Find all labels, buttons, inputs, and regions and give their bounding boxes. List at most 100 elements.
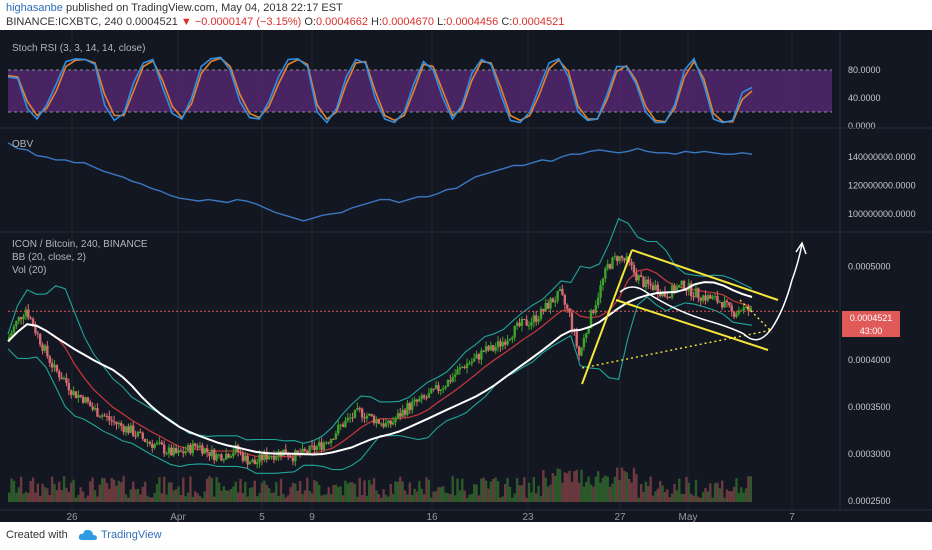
candle-body [48, 356, 51, 363]
candle-body [72, 391, 75, 395]
volume-bar [232, 486, 235, 502]
candle-body [162, 444, 166, 454]
close-label: C: [501, 16, 513, 28]
candle-body [131, 425, 135, 436]
tradingview-brand-link[interactable]: TradingView [101, 529, 162, 541]
candle-body [179, 450, 183, 452]
volume-bar [213, 496, 216, 502]
stoch-rsi-pane[interactable]: Stoch RSI (3, 3, 14, 14, close) 80.0000 4… [7, 43, 881, 131]
volume-bar [556, 468, 559, 502]
volume-bar [7, 492, 11, 502]
candle-body [196, 446, 199, 448]
volume-bar [179, 494, 183, 502]
candle-body [141, 432, 144, 439]
tradingview-cloud-icon[interactable] [78, 528, 98, 542]
candle-body [453, 374, 457, 377]
candle-body [275, 456, 278, 460]
volume-bar [608, 486, 612, 502]
candle-body [53, 364, 56, 368]
volume-bar [749, 476, 753, 502]
candle-body [563, 295, 567, 305]
candle-body [134, 435, 137, 437]
volume-bar [551, 473, 555, 502]
volume-bar [453, 495, 457, 502]
candle-body [234, 445, 237, 453]
volume-bar [177, 486, 180, 502]
volume-bar [444, 492, 447, 502]
candle-body [735, 313, 738, 317]
candle-body [34, 326, 37, 334]
candle-body [527, 325, 531, 327]
volume-bar [41, 483, 44, 502]
volume-bar [356, 496, 359, 502]
volume-bar [303, 490, 307, 502]
candle-body [74, 391, 78, 398]
candle-body [327, 442, 330, 444]
candle-body [46, 345, 49, 357]
candle-body [265, 451, 268, 460]
volume-bar [554, 475, 557, 502]
flag-pattern-drawing[interactable] [581, 241, 807, 385]
volume-bar [604, 475, 607, 502]
volume-bar [513, 493, 516, 502]
time-tick-label: 16 [426, 512, 438, 522]
candle-body [301, 448, 304, 455]
candle-body [413, 399, 416, 402]
volume-bar [117, 480, 121, 502]
time-axis[interactable]: 26 Apr 5 9 16 23 27 May 7 [66, 512, 795, 522]
rsi-tick-label: 40.0000 [848, 93, 881, 103]
candle-body [272, 455, 276, 460]
volume-bar [69, 482, 73, 502]
chart-canvas[interactable]: Stoch RSI (3, 3, 14, 14, close) 80.0000 4… [0, 30, 932, 522]
volume-bar [105, 483, 109, 502]
candle-body [492, 345, 495, 351]
volume-bar [403, 490, 407, 502]
candle-body [551, 298, 555, 303]
volume-bar [639, 483, 643, 502]
volume-bar [208, 476, 211, 502]
volume-bar [365, 495, 369, 502]
candle-body [425, 397, 428, 399]
volume-bar [408, 482, 412, 502]
volume-bar [272, 492, 276, 502]
volume-bar [446, 493, 450, 502]
volume-bar [496, 481, 500, 502]
candle-body [668, 297, 671, 299]
candle-body [315, 446, 319, 450]
candle-body [513, 325, 516, 338]
candle-body [632, 265, 636, 273]
volume-bar [630, 482, 633, 502]
volume-bar [687, 482, 691, 502]
candle-body [198, 445, 202, 448]
volume-bar [422, 494, 426, 502]
candle-body [139, 431, 142, 433]
volume-bar [732, 486, 736, 502]
volume-bar [251, 487, 254, 502]
price-pane[interactable]: ICON / Bitcoin, 240, BINANCE BB (20, clo… [7, 218, 900, 506]
candle-body [96, 407, 99, 417]
candle-body [115, 421, 118, 425]
candle-body [38, 334, 42, 345]
price-tag [842, 311, 900, 324]
volume-bar [81, 491, 85, 502]
candle-body [682, 280, 686, 291]
author-link[interactable]: highasanbe [6, 2, 63, 14]
volume-bar [565, 473, 569, 502]
volume-bar [596, 471, 600, 502]
candle-body [17, 317, 20, 321]
candle-body [461, 367, 464, 369]
volume-bar [718, 488, 722, 502]
candle-body [375, 419, 378, 424]
volume-bar [351, 482, 354, 502]
candle-body [680, 280, 683, 285]
volume-bar [465, 497, 469, 502]
candle-body [91, 406, 94, 410]
volume-bar [716, 482, 719, 502]
candle-body [418, 398, 421, 402]
candle-body [456, 369, 459, 375]
obv-pane[interactable]: OBV 140000000.0000 120000000.0000 10000000… [7, 139, 916, 222]
candle-body [520, 318, 524, 326]
volume-bar [587, 476, 590, 502]
volume-bar [120, 482, 123, 502]
volume-bar [647, 486, 650, 502]
